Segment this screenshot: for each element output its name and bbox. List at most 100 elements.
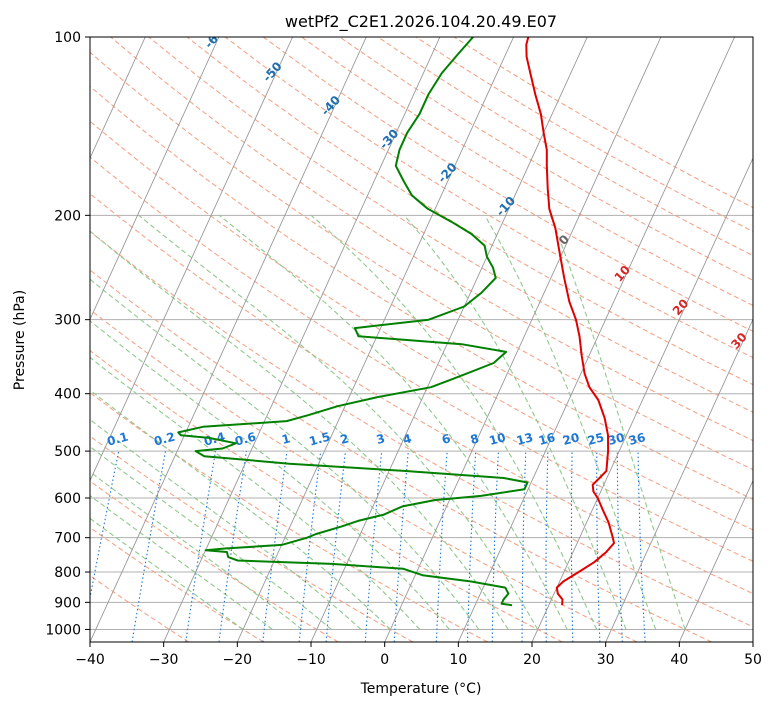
dry-adiabat [90, 85, 753, 500]
mixing-ratio-line [545, 451, 549, 642]
profiles [177, 37, 615, 607]
mixing-ratio-line [435, 451, 448, 642]
moist-adiabat [549, 215, 686, 630]
mixing-ratio-label: 1 [280, 431, 292, 447]
x-tick-label: −20 [223, 652, 253, 668]
isotherm-line [90, 37, 294, 482]
y-tick-label: 1000 [45, 622, 81, 638]
mixing-ratio-line [218, 451, 247, 642]
isotherm-line [752, 640, 753, 642]
dewpoint-profile-line [177, 37, 529, 607]
mixing-ratio-label: 4 [401, 431, 413, 447]
x-axis-ticks: −40 −30 −20 −10 0 10 20 30 40 50 [75, 642, 762, 668]
moist-adiabat [90, 445, 332, 630]
mixing-ratio-label: 6 [440, 431, 452, 447]
isotherm-line [90, 37, 220, 321]
mixing-ratio-label: 13 [515, 430, 535, 448]
y-axis-label: Pressure (hPa) [12, 290, 28, 390]
moist-adiabat [90, 418, 362, 630]
mixing-ratio-label: 16 [537, 430, 557, 448]
dry-adiabat [90, 308, 638, 642]
x-tick-label: 0 [380, 652, 389, 668]
y-tick-label: 500 [54, 444, 81, 460]
moist-adiabat [90, 278, 480, 630]
y-tick-label: 600 [54, 491, 81, 507]
temperature-profile-line [525, 37, 615, 606]
y-tick-label: 900 [54, 595, 81, 611]
y-tick-label: 800 [54, 565, 81, 581]
mixing-ratio-line [521, 451, 527, 642]
moist-adiabat [90, 494, 273, 630]
mixing-ratio-label: 30 [606, 430, 626, 448]
isotherm-line [236, 37, 515, 642]
isotherm-label: -70 [143, 0, 168, 17]
dry-adiabat [90, 230, 753, 628]
x-tick-label: −30 [149, 652, 179, 668]
isotherm-label: -20 [435, 160, 460, 185]
mixing-ratio-label: 0.6 [233, 430, 257, 449]
y-tick-label: 300 [54, 313, 81, 329]
dry-adiabat [148, 37, 753, 413]
mixing-ratio-label: 0.1 [106, 430, 130, 449]
background-lines [0, 37, 753, 642]
dry-adiabat [90, 269, 712, 642]
moist-adiabat [90, 471, 303, 630]
y-tick-label: 700 [54, 531, 81, 547]
mixing-ratio-line [570, 451, 574, 642]
y-axis-ticks: 100 200 300 400 500 600 700 800 900 1000 [45, 30, 90, 638]
dry-adiabat [90, 574, 190, 642]
mixing-ratio-label: 36 [627, 430, 647, 448]
dry-adiabat [110, 37, 753, 442]
y-tick-label: 400 [54, 387, 81, 403]
plot-frame [89, 36, 754, 643]
moist-adiabat [484, 215, 657, 630]
moist-adiabat [90, 320, 450, 630]
y-tick-label: 100 [54, 30, 81, 46]
moist-adiabat [138, 214, 539, 630]
x-tick-label: −40 [75, 652, 105, 668]
moist-adiabat [90, 356, 421, 630]
x-axis-label: Temperature (°C) [360, 681, 482, 697]
dry-adiabat [301, 37, 753, 307]
isotherm-line [0, 37, 72, 642]
dry-adiabat [90, 392, 488, 642]
mixing-ratio-label: 25 [586, 430, 606, 448]
mixing-ratio-label: 10 [487, 430, 507, 448]
mixing-ratio-label: 0.2 [152, 430, 176, 449]
mixing-ratio-line [298, 451, 322, 642]
x-tick-label: 30 [597, 652, 615, 668]
line-labels: 0.10.20.40.611.52346810131620253036-100-… [106, 0, 750, 449]
isotherm-label: -60 [202, 26, 227, 51]
mixing-ratio-line [364, 451, 383, 642]
isotherm-line [531, 157, 753, 642]
mixing-ratio-label: 20 [561, 430, 581, 448]
isotherm-line [90, 37, 367, 642]
isotherm-line [90, 37, 146, 160]
mixing-ratio-line [393, 451, 409, 642]
dry-adiabat [224, 37, 753, 359]
dry-adiabat [90, 349, 563, 642]
x-tick-label: 20 [523, 652, 541, 668]
chart-title: wetPf2_C2E1.2026.104.20.49.E07 [285, 12, 557, 32]
moist-adiabat [310, 214, 598, 630]
mixing-ratio-label: 2 [339, 431, 351, 447]
x-tick-label: 50 [744, 652, 762, 668]
y-tick-label: 200 [54, 208, 81, 224]
mixing-ratio-label: 3 [375, 431, 387, 447]
moist-adiabat [403, 214, 627, 630]
x-tick-label: −10 [296, 652, 326, 668]
moist-adiabat [90, 517, 244, 630]
mixing-ratio-label: 1.5 [308, 430, 332, 449]
x-tick-label: 10 [449, 652, 467, 668]
mixing-ratio-line [185, 451, 217, 642]
dry-adiabat [186, 37, 753, 386]
moist-adiabat [90, 389, 391, 630]
x-tick-label: 40 [670, 652, 688, 668]
isotherm-line [310, 37, 588, 642]
moist-adiabat [90, 230, 509, 630]
mixing-ratio-label: 8 [469, 431, 481, 447]
isotherm-line [384, 37, 662, 642]
mixing-ratio-line [131, 451, 167, 642]
